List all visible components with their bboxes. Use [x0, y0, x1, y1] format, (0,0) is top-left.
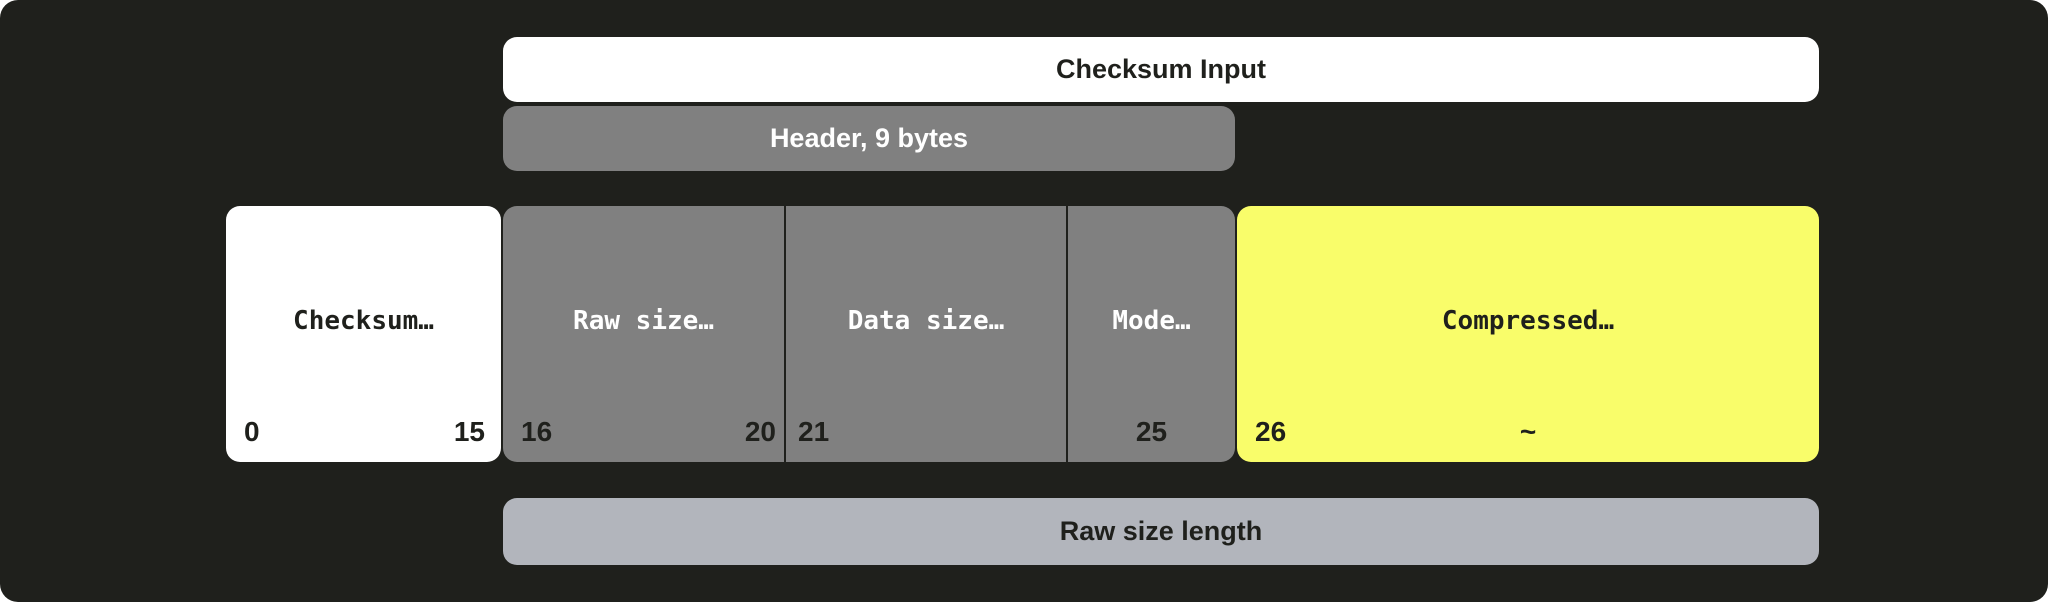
field-data-size: Data size… 21 [786, 206, 1066, 462]
field-start: 16 [521, 416, 553, 447]
field-label: Raw size… [573, 306, 714, 336]
field-end: 20 [744, 416, 776, 447]
field-label: Mode… [1112, 306, 1191, 336]
field-end: 25 [1135, 416, 1168, 447]
field-compressed: Compressed… 26 ~ [1237, 206, 1819, 462]
header-label: Header, 9 bytes [769, 123, 969, 153]
header-bar: Header, 9 bytes [503, 106, 1235, 171]
field-raw-size: Raw size… 16 20 [503, 206, 784, 462]
field-label: Checksum… [293, 306, 434, 336]
field-start: 0 [244, 416, 260, 447]
raw-size-length-label: Raw size length [1059, 516, 1263, 546]
field-checksum: Checksum… 0 15 [226, 206, 501, 462]
field-start: 26 [1255, 416, 1287, 447]
field-start: 21 [798, 416, 830, 447]
field-label: Data size… [847, 306, 1005, 336]
raw-size-length-bar: Raw size length [503, 498, 1819, 565]
field-label: Compressed… [1441, 306, 1615, 336]
field-mode: Mode… 25 [1068, 206, 1235, 462]
field-end: ~ [1519, 416, 1537, 447]
field-end: 15 [453, 416, 485, 447]
checksum-input-bar: Checksum Input [503, 37, 1819, 102]
checksum-input-label: Checksum Input [1055, 54, 1267, 84]
